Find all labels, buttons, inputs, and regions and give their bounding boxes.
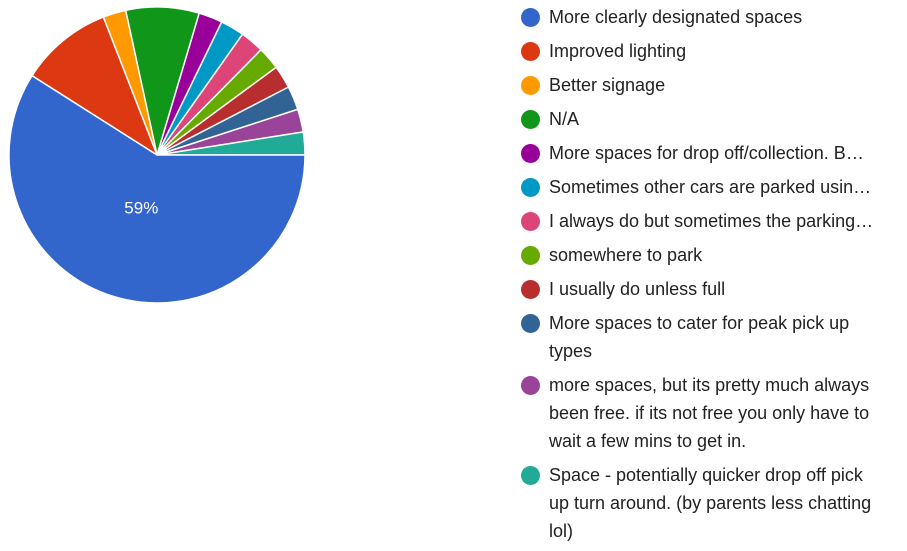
- legend-swatch-icon: [521, 466, 540, 485]
- slice-percent-label: 59%: [124, 198, 158, 217]
- pie-slice-12[interactable]: [8, 74, 306, 304]
- legend-item[interactable]: Improved lighting: [521, 37, 905, 65]
- legend-item[interactable]: I usually do unless full: [521, 275, 905, 303]
- legend-label: Better signage: [549, 75, 666, 95]
- legend-label: somewhere to park: [549, 245, 703, 265]
- legend-swatch-icon: [521, 178, 540, 197]
- legend-swatch-icon: [521, 376, 540, 395]
- legend-item[interactable]: More spaces to cater for peak pick up ty…: [521, 309, 905, 365]
- legend-label: Space - potentially quicker drop off pic…: [549, 465, 872, 541]
- legend-swatch-icon: [521, 144, 540, 163]
- legend-item[interactable]: more spaces, but its pretty much always …: [521, 371, 905, 455]
- legend-swatch-icon: [521, 76, 540, 95]
- legend-label: more spaces, but its pretty much always …: [549, 375, 870, 451]
- pie-chart: 59%: [8, 6, 306, 304]
- legend-label: More spaces for drop off/collection. B…: [549, 143, 864, 163]
- legend-label: Sometimes other cars are parked usin…: [549, 177, 872, 197]
- legend-item[interactable]: I always do but sometimes the parking…: [521, 207, 905, 235]
- legend-label: More clearly designated spaces: [549, 7, 803, 27]
- legend-label: I always do but sometimes the parking…: [549, 211, 874, 231]
- legend-item[interactable]: N/A: [521, 105, 905, 133]
- legend-label: I usually do unless full: [549, 279, 726, 299]
- legend-item[interactable]: Better signage: [521, 71, 905, 99]
- pie-slice-11[interactable]: [31, 16, 159, 157]
- legend-item[interactable]: Sometimes other cars are parked usin…: [521, 173, 905, 201]
- legend-label: More spaces to cater for peak pick up ty…: [549, 313, 850, 361]
- legend-label: N/A: [549, 109, 580, 129]
- legend-swatch-icon: [521, 246, 540, 265]
- legend-item[interactable]: Space - potentially quicker drop off pic…: [521, 461, 905, 545]
- legend-item[interactable]: somewhere to park: [521, 241, 905, 269]
- legend-swatch-icon: [521, 314, 540, 333]
- legend-swatch-icon: [521, 280, 540, 299]
- legend-item[interactable]: More spaces for drop off/collection. B…: [521, 139, 905, 167]
- legend-swatch-icon: [521, 212, 540, 231]
- legend-label: Improved lighting: [549, 41, 687, 61]
- legend: More clearly designated spaces Improved l…: [521, 3, 905, 551]
- legend-swatch-icon: [521, 42, 540, 61]
- legend-swatch-icon: [521, 8, 540, 27]
- legend-item[interactable]: More clearly designated spaces: [521, 3, 905, 31]
- legend-swatch-icon: [521, 110, 540, 129]
